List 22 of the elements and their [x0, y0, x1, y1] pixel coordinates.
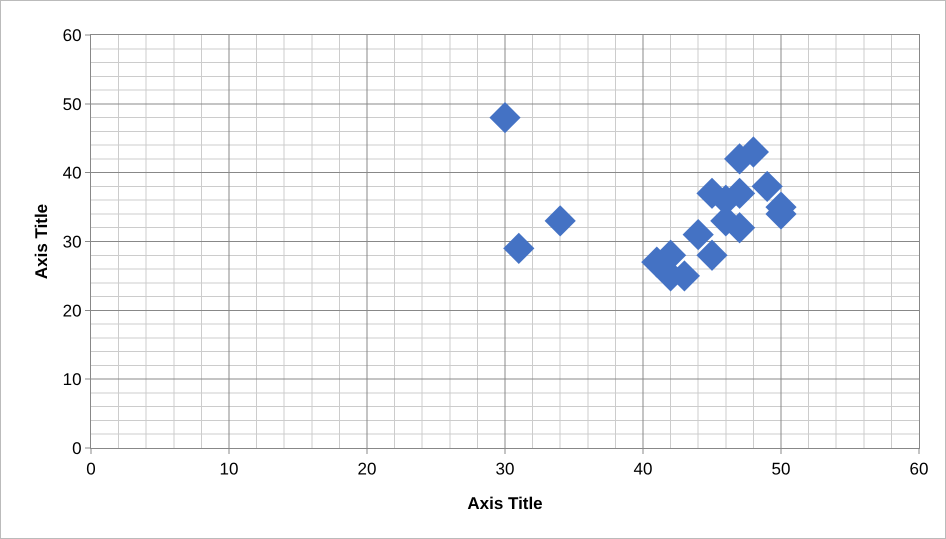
point — [489, 102, 521, 134]
y-tick-label: 40 — [62, 164, 82, 183]
point — [503, 232, 534, 264]
x-tick-label: 0 — [86, 459, 96, 478]
x-tick-label: 50 — [772, 459, 790, 478]
y-tick-label: 30 — [62, 232, 82, 252]
y-tick-label: 20 — [62, 301, 82, 320]
y-tick-label: 60 — [62, 26, 82, 45]
y-tick-label: 0 — [72, 438, 82, 458]
point — [682, 219, 714, 250]
x-tick-label: 10 — [220, 459, 238, 478]
point — [752, 170, 783, 202]
point — [696, 240, 728, 271]
x-tick-label: 30 — [496, 459, 514, 478]
x-axis-title: Axis Title — [467, 494, 543, 513]
point — [544, 205, 576, 236]
y-tick-label: 50 — [62, 94, 82, 114]
x-tick-label: 40 — [634, 459, 652, 478]
x-tick-label: 20 — [358, 459, 376, 478]
y-tick-label: 10 — [62, 370, 82, 390]
x-tick-label: 60 — [910, 459, 928, 478]
y-axis-title: Axis Title — [32, 204, 51, 280]
